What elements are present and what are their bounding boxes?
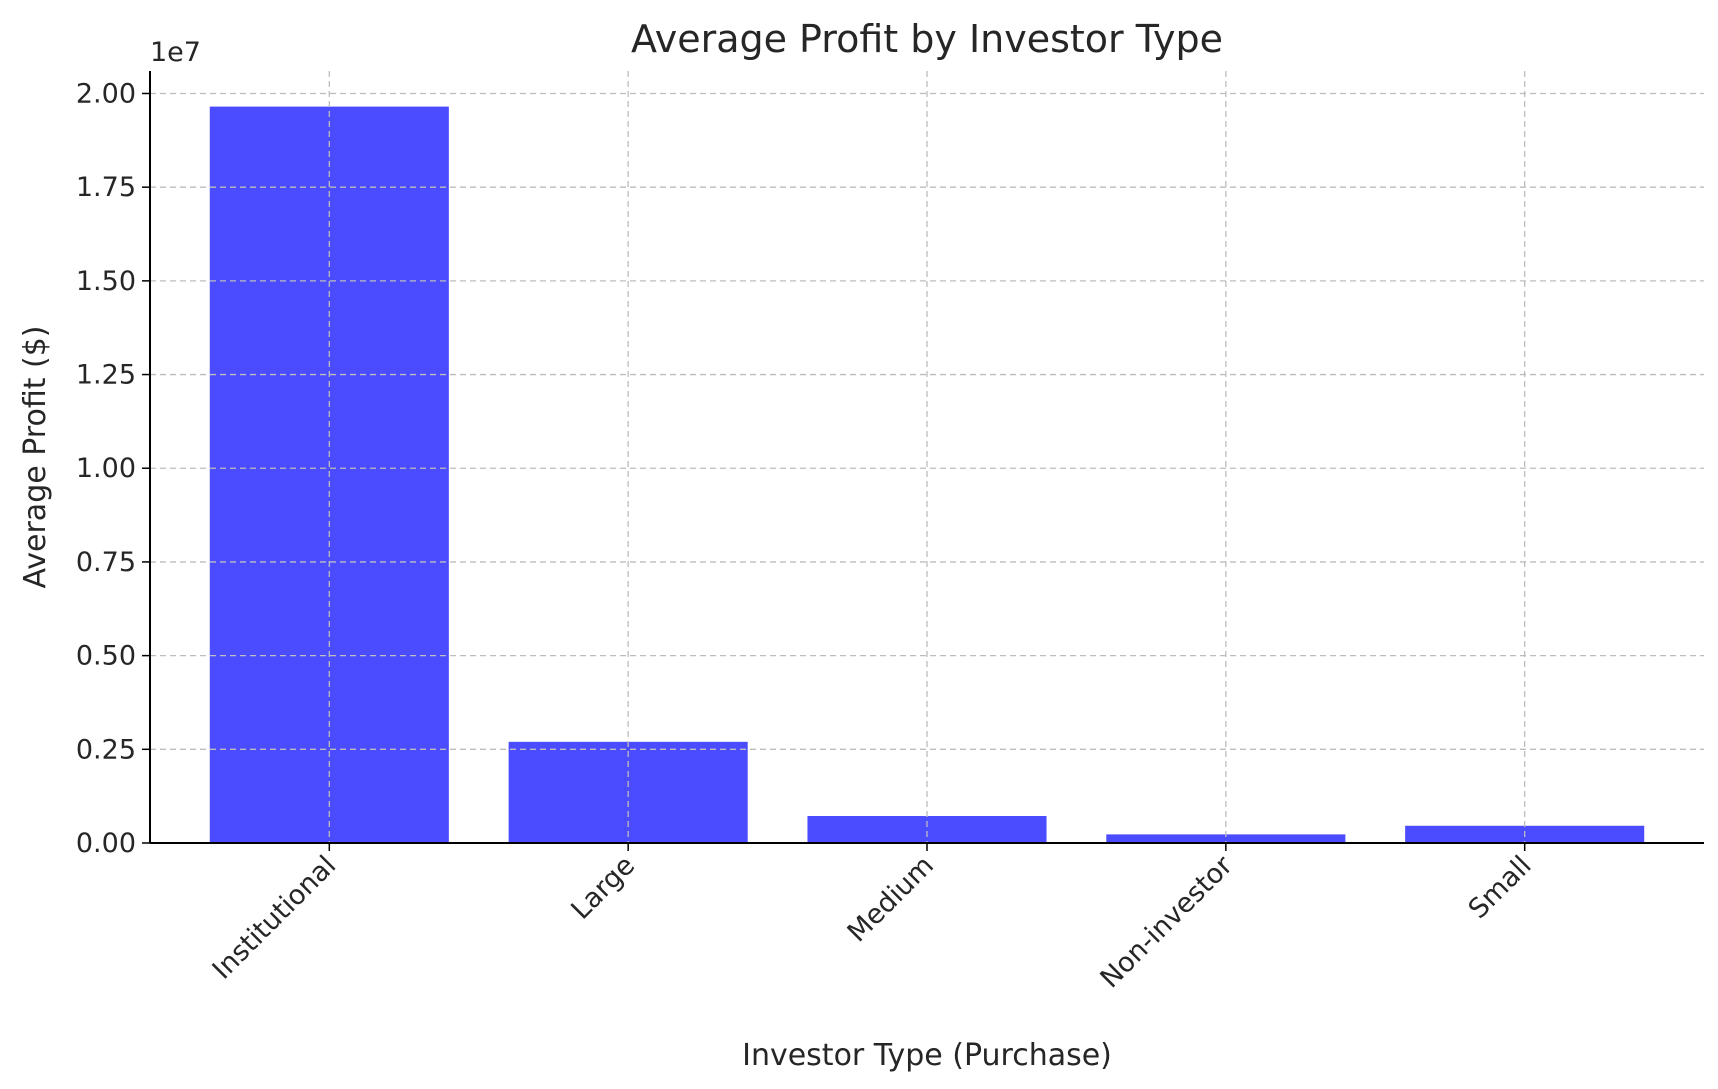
bar-medium — [807, 816, 1047, 843]
y-tick-label: 1.75 — [76, 172, 136, 203]
y-tick-label: 0.50 — [76, 641, 136, 672]
bar-non-investor — [1106, 834, 1346, 843]
y-tick-label: 2.00 — [76, 78, 136, 109]
y-tick-label: 0.25 — [76, 734, 136, 765]
chart-title: Average Profit by Investor Type — [631, 17, 1223, 61]
x-axis-label: Investor Type (Purchase) — [742, 1038, 1112, 1073]
y-axis-offset-label: 1e7 — [150, 37, 201, 68]
y-tick-label: 0.75 — [76, 547, 136, 578]
y-tick-label: 1.25 — [76, 360, 136, 391]
y-tick-label: 1.00 — [76, 453, 136, 484]
y-tick-label: 0.00 — [76, 828, 136, 859]
grid — [150, 71, 1704, 844]
y-tick-label: 1.50 — [76, 266, 136, 297]
y-axis-label: Average Profit ($) — [18, 325, 53, 588]
